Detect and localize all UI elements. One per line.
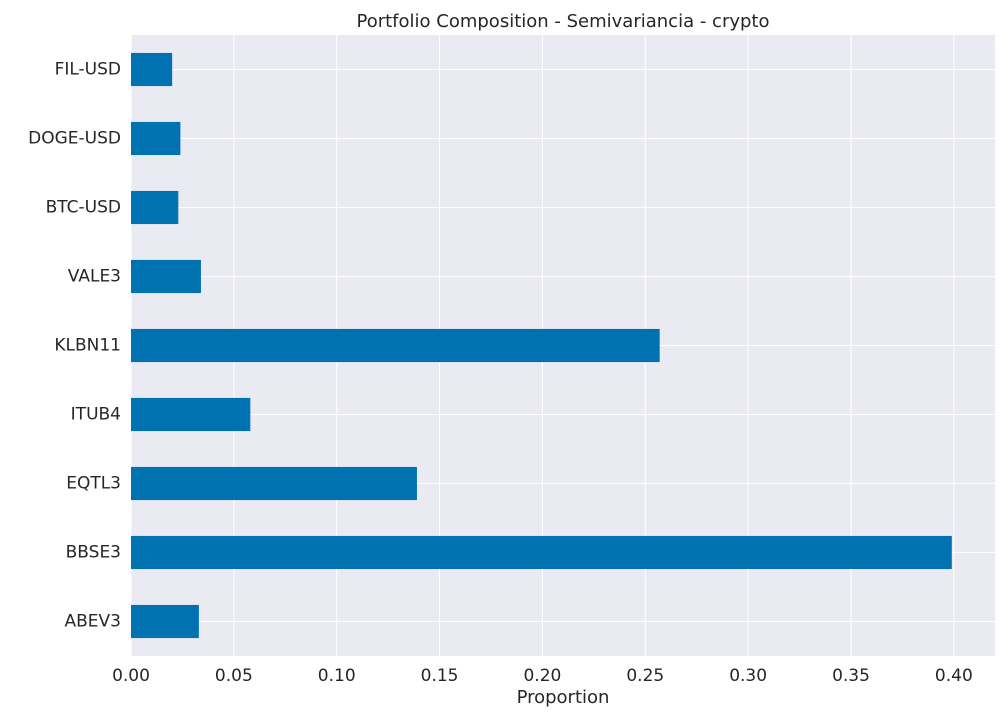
y-tick-label: ITUB4 bbox=[71, 405, 121, 425]
y-tick-label: VALE3 bbox=[68, 267, 121, 287]
bar-abev3 bbox=[131, 604, 199, 639]
bar-btc-usd bbox=[131, 190, 179, 225]
bars bbox=[131, 52, 952, 639]
bar-fil-usd bbox=[131, 52, 173, 87]
y-tick-label: KLBN11 bbox=[54, 336, 121, 356]
x-tick-label: 0.40 bbox=[935, 666, 973, 686]
x-tick-label: 0.05 bbox=[215, 666, 253, 686]
y-tick-labels: ABEV3 BBSE3 EQTL3 ITUB4 KLBN11 VALE3 BTC-USD DO… bbox=[28, 60, 121, 632]
chart-title: Portfolio Composition - Semivariancia - … bbox=[357, 11, 770, 32]
bar-eqtl3 bbox=[131, 466, 417, 501]
x-tick-label: 0.00 bbox=[112, 666, 150, 686]
y-tick-label: BBSE3 bbox=[66, 543, 121, 563]
bar-itub4 bbox=[131, 397, 251, 432]
bar-doge-usd bbox=[131, 121, 181, 156]
y-tick-label: EQTL3 bbox=[66, 474, 121, 494]
x-tick-label: 0.30 bbox=[729, 666, 767, 686]
x-tick-label: 0.15 bbox=[421, 666, 459, 686]
x-axis-label: Proportion bbox=[517, 687, 610, 708]
y-tick-label: BTC-USD bbox=[46, 198, 121, 218]
x-tick-labels: 0.00 0.05 0.10 0.15 0.20 0.25 0.30 0.35 0.40 bbox=[112, 666, 973, 686]
x-tick-label: 0.20 bbox=[523, 666, 561, 686]
x-tick-label: 0.35 bbox=[832, 666, 870, 686]
y-tick-label: ABEV3 bbox=[65, 612, 121, 632]
y-tick-label: DOGE-USD bbox=[28, 129, 121, 149]
bar-klbn11 bbox=[131, 328, 660, 363]
bar-bbse3 bbox=[131, 535, 952, 570]
x-tick-label: 0.25 bbox=[626, 666, 664, 686]
y-tick-label: FIL-USD bbox=[55, 60, 121, 80]
bar-vale3 bbox=[131, 259, 201, 294]
x-tick-label: 0.10 bbox=[318, 666, 356, 686]
